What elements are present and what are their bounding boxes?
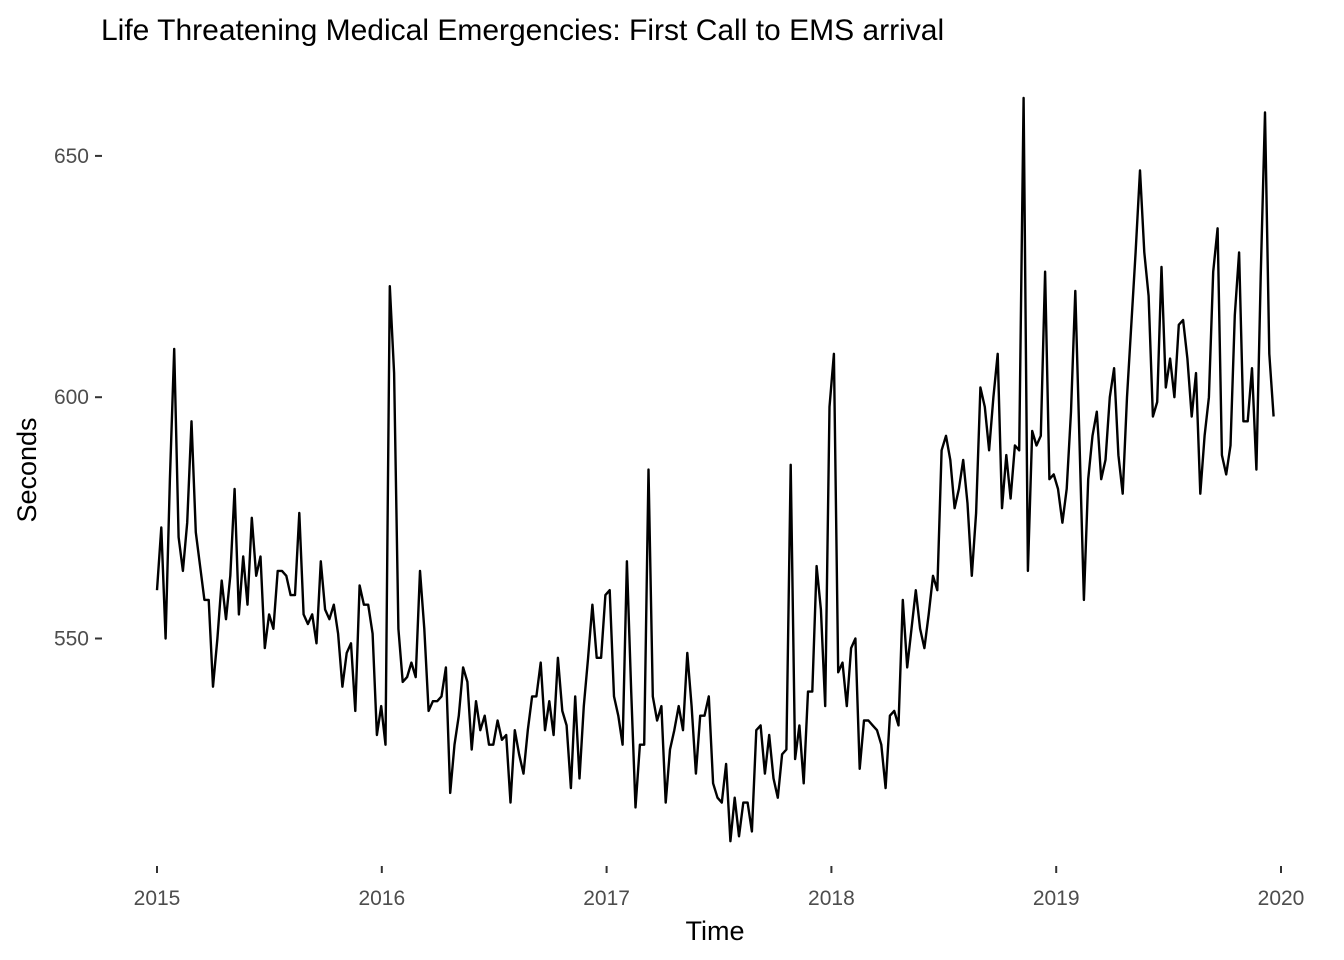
x-tick-label: 2016 bbox=[358, 887, 405, 910]
x-tick-label: 2015 bbox=[134, 887, 181, 910]
y-axis: 550 600 650 bbox=[54, 145, 102, 650]
plot-area bbox=[155, 96, 1275, 843]
x-axis-title: Time bbox=[686, 916, 745, 946]
x-tick-label: 2019 bbox=[1033, 887, 1080, 910]
y-axis-title: Seconds bbox=[12, 417, 42, 522]
chart-title: Life Threatening Medical Emergencies: Fi… bbox=[101, 14, 944, 47]
y-tick-label: 550 bbox=[54, 627, 89, 650]
x-tick-label: 2020 bbox=[1258, 887, 1305, 910]
series-line bbox=[155, 96, 1275, 843]
x-tick-label: 2018 bbox=[808, 887, 855, 910]
x-tick-label: 2017 bbox=[583, 887, 630, 910]
x-axis: 2015 2016 2017 2018 2019 2020 bbox=[134, 866, 1305, 910]
y-tick-label: 650 bbox=[54, 145, 89, 168]
y-tick-label: 600 bbox=[54, 386, 89, 409]
